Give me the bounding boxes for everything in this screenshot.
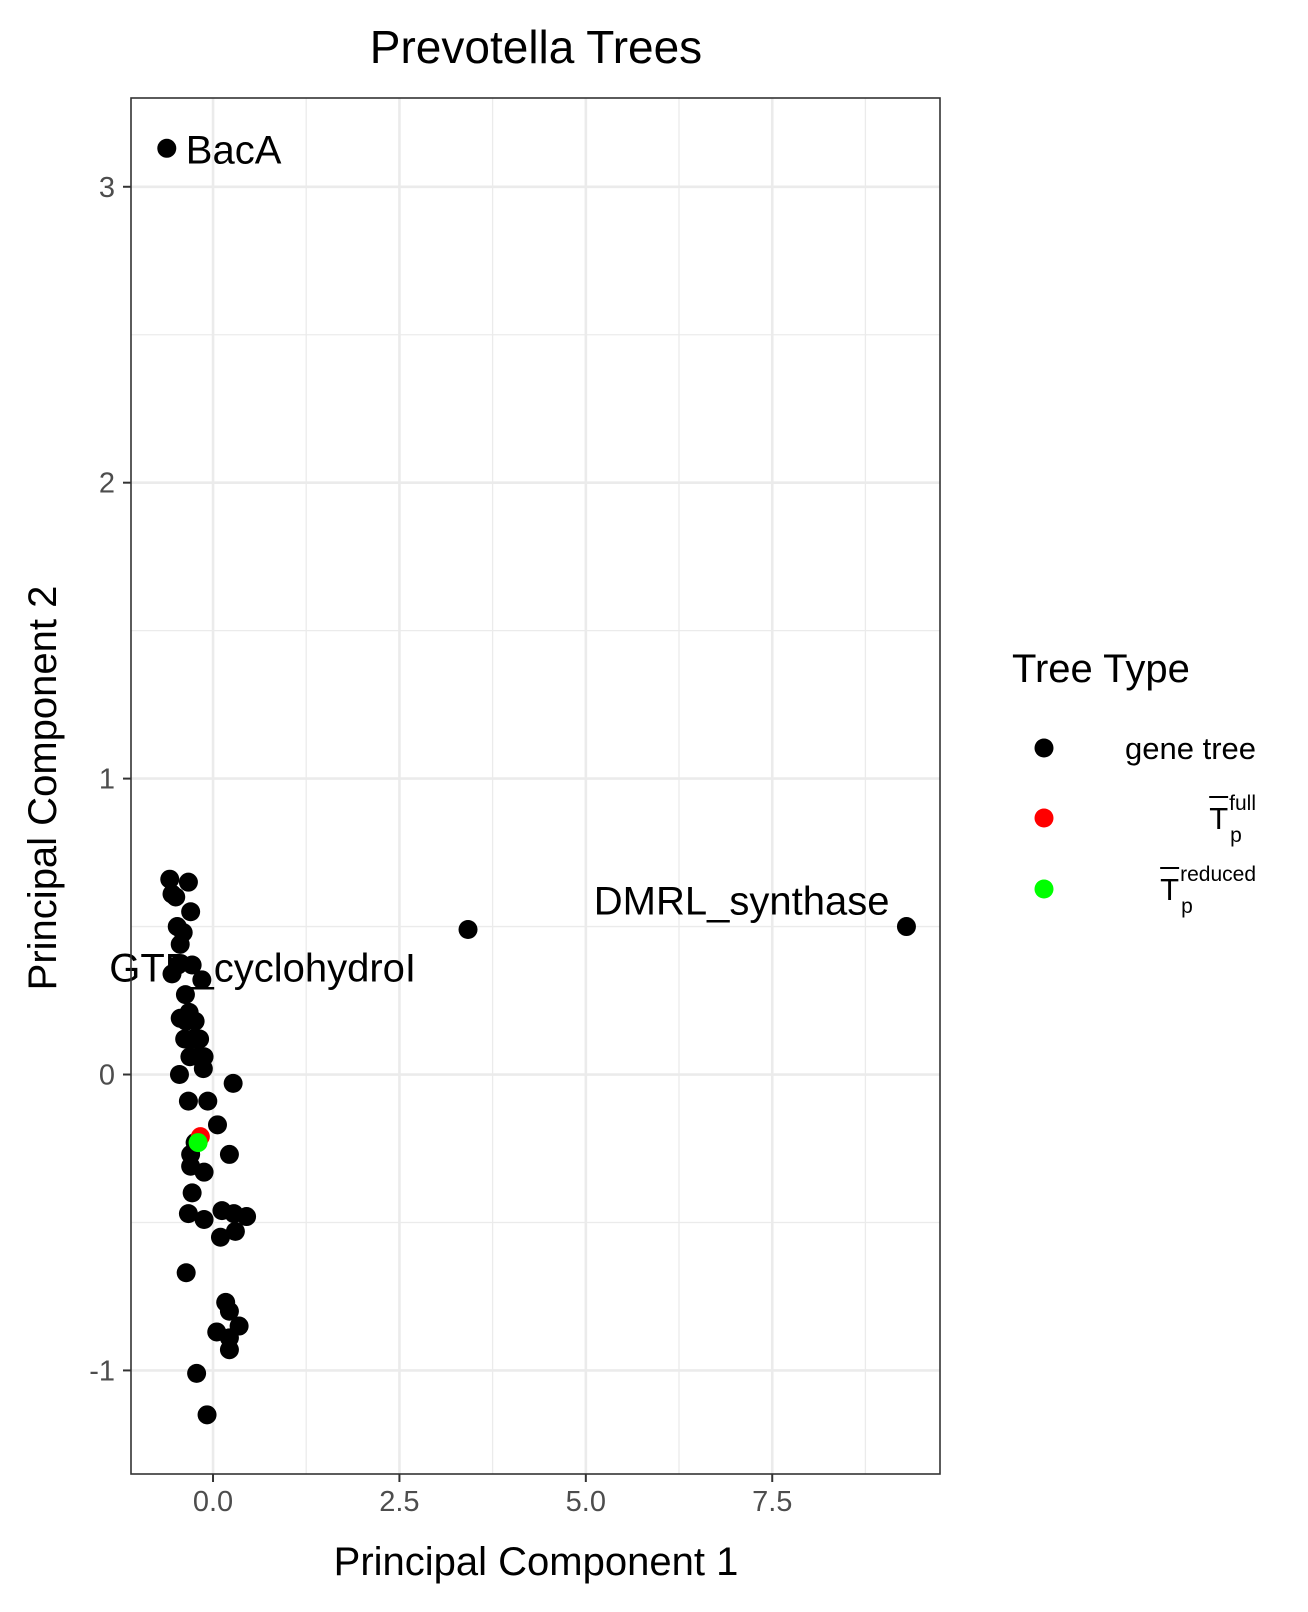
data-point <box>182 955 202 975</box>
data-point <box>223 1073 243 1093</box>
legend-label: T <box>1209 801 1228 836</box>
data-point <box>160 869 180 889</box>
data-point <box>169 1065 189 1085</box>
data-point <box>210 1227 230 1247</box>
point-annotation: DMRL_synthase <box>594 880 890 924</box>
data-point <box>219 1144 239 1164</box>
data-point <box>188 1133 208 1153</box>
y-axis-title: Principal Component 2 <box>21 586 65 991</box>
data-point <box>173 922 193 942</box>
data-point <box>157 138 177 158</box>
y-tick-label: 2 <box>99 468 115 500</box>
legend-superscript: reduced <box>1180 863 1256 886</box>
y-tick-label: -1 <box>89 1355 115 1387</box>
data-points <box>157 138 916 1425</box>
point-annotations: BacA DMRL_synthase GTP_cyclohydroI <box>109 128 889 990</box>
data-point <box>194 1162 214 1182</box>
data-point <box>168 955 188 975</box>
point-annotation: BacA <box>186 128 282 172</box>
legend-key <box>1034 879 1054 899</box>
legend-subscript: p <box>1181 895 1193 918</box>
data-point <box>458 920 478 940</box>
x-axis-title: Principal Component 1 <box>334 1540 739 1584</box>
data-point <box>166 887 186 907</box>
data-point <box>182 1183 202 1203</box>
x-tick-label: 5.0 <box>566 1486 606 1518</box>
axes: 0.0 2.5 5.0 7.5 -1 0 1 2 3 <box>89 97 941 1518</box>
legend-label: T <box>1160 872 1179 907</box>
legend-title: Tree Type <box>1012 647 1190 691</box>
chart-title: Prevotella Trees <box>370 21 702 73</box>
y-tick-label: 0 <box>99 1060 115 1092</box>
data-point <box>176 1263 196 1283</box>
panel-background <box>131 98 940 1474</box>
data-point <box>178 872 198 892</box>
x-tick-label: 2.5 <box>379 1486 419 1518</box>
data-point <box>219 1340 239 1360</box>
data-point <box>175 985 195 1005</box>
data-point <box>193 1059 213 1079</box>
legend-superscript: full <box>1229 792 1256 815</box>
grid-lines <box>131 98 940 1474</box>
data-point <box>192 970 212 990</box>
data-point <box>190 1029 210 1049</box>
data-point <box>896 917 916 937</box>
y-tick-label: 1 <box>99 764 115 796</box>
data-point <box>198 1091 218 1111</box>
x-tick-label: 0.0 <box>193 1486 233 1518</box>
data-point <box>185 1011 205 1031</box>
data-point <box>178 1204 198 1224</box>
data-point <box>178 1091 198 1111</box>
panel-border <box>130 97 941 1475</box>
data-point <box>219 1301 239 1321</box>
point-annotation: GTP_cyclohydroI <box>109 947 416 991</box>
data-point <box>207 1115 227 1135</box>
x-tick-label: 7.5 <box>752 1486 792 1518</box>
legend-subscript: p <box>1230 824 1242 847</box>
data-point <box>187 1363 207 1383</box>
data-point <box>237 1207 257 1227</box>
legend-key <box>1034 808 1054 828</box>
data-point <box>181 902 201 922</box>
plot-panel <box>131 98 940 1474</box>
data-point <box>194 1210 214 1230</box>
legend-label: gene tree <box>1125 731 1256 766</box>
y-tick-label: 3 <box>99 172 115 204</box>
data-point <box>197 1405 217 1425</box>
legend-key <box>1034 738 1054 758</box>
data-point <box>225 1221 245 1241</box>
